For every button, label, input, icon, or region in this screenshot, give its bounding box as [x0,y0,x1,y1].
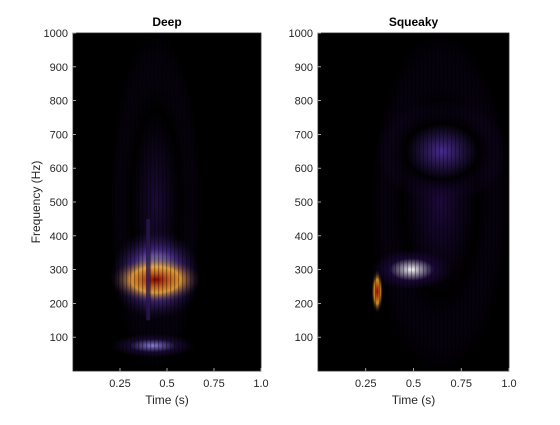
x-tick-label: 0.25 [355,378,376,390]
energy-region [371,269,383,314]
energy-region [375,100,509,202]
x-axis-label: Time (s) [392,393,436,407]
panel-title: Squeaky [389,15,439,29]
x-tick-label: 0.5 [159,378,174,390]
y-tick-label: 200 [295,298,313,310]
y-tick-label: 300 [50,265,68,277]
energy-region [371,33,509,371]
y-tick-label: 100 [50,332,68,344]
y-tick-label: 600 [295,163,313,175]
y-tick-label: 1000 [44,28,68,40]
x-tick-label: 1.0 [501,378,516,390]
y-tick-label: 800 [295,96,313,108]
y-tick-label: 600 [50,163,68,175]
panel-deep: 100 200 300 400 500 600 700 800 900 1000 0.25 0.5 0.… [29,15,269,407]
x-tick-label: 0.5 [406,378,421,390]
y-tick-label: 300 [295,265,313,277]
y-tick-label: 900 [50,62,68,74]
energy-region [110,333,196,358]
y-tick-label: 500 [295,197,313,209]
y-tick-label: 400 [50,231,68,243]
x-tick-label: 1.0 [253,378,268,390]
y-tick-label: 200 [50,298,68,310]
y-tick-label: 800 [50,96,68,108]
x-tick-label: 0.25 [109,378,130,390]
y-tick-label: 700 [295,129,313,141]
y-tick-label: 900 [295,62,313,74]
y-tick-label: 700 [50,129,68,141]
y-axis-label: Frequency (Hz) [29,161,43,244]
x-axis-label: Time (s) [145,393,189,407]
y-tick-label: 400 [295,231,313,243]
heatmap [370,33,509,371]
panel-squeaky: 100 200 300 400 500 600 700 800 900 1000 0.25 0.5 0.… [289,15,517,407]
panel-title: Deep [152,15,181,29]
x-tick-label: 0.75 [203,378,224,390]
x-tick-label: 0.75 [451,378,472,390]
y-tick-label: 1000 [289,28,313,40]
signal-gap [146,218,151,321]
heatmap [109,33,201,371]
energy-region [110,256,201,304]
y-tick-label: 500 [50,197,68,209]
energy-region [371,249,452,290]
y-tick-label: 100 [295,332,313,344]
